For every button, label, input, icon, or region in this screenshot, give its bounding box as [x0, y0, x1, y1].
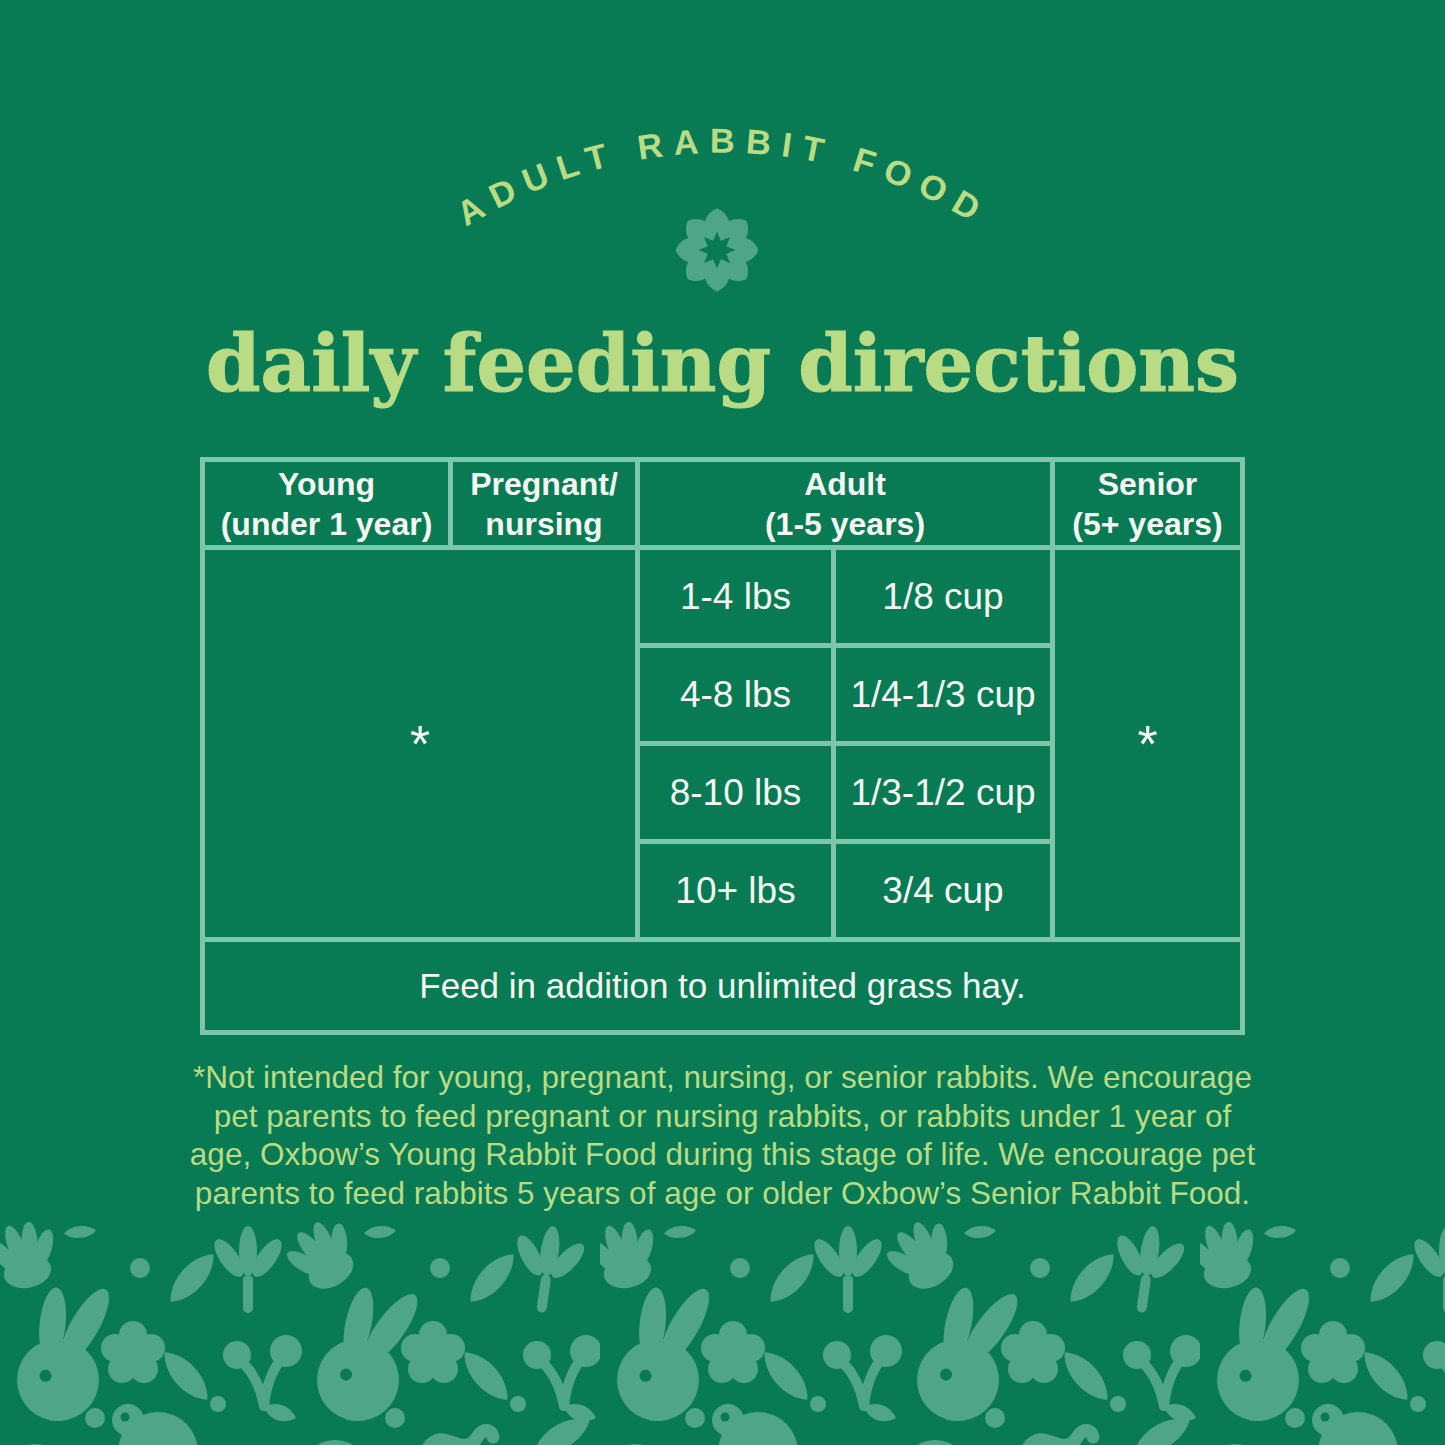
flower-icon — [671, 204, 763, 296]
label-page: { "colors":{ "background":"#087a54", "ac… — [0, 0, 1445, 1445]
adult-amount-cell: 3/4 cup — [836, 844, 1050, 937]
footnote-line: age, Oxbow’s Young Rabbit Food during th… — [0, 1135, 1445, 1174]
page-title: daily feeding directions — [0, 318, 1445, 409]
header-line: (under 1 year) — [221, 504, 433, 544]
footnote-line: *Not intended for young, pregnant, nursi… — [0, 1058, 1445, 1097]
column-header-pregnant: Pregnant/ nursing — [453, 462, 635, 545]
column-header-adult: Adult (1-5 years) — [640, 462, 1050, 545]
star-cutout — [699, 232, 736, 269]
footnote-line: pet parents to feed pregnant or nursing … — [0, 1097, 1445, 1136]
pattern-band — [0, 1218, 1445, 1445]
adult-weight-cell: 10+ lbs — [640, 844, 831, 937]
table-note: Feed in addition to unlimited grass hay. — [205, 942, 1240, 1030]
footnote-line: parents to feed rabbits 5 years of age o… — [0, 1174, 1445, 1213]
senior-cell: * — [1055, 550, 1240, 937]
header-line: Young — [278, 464, 375, 504]
header-line: Adult — [804, 464, 886, 504]
header-line: nursing — [485, 504, 602, 544]
adult-amount-cell: 1/4-1/3 cup — [836, 648, 1050, 741]
column-header-senior: Senior (5+ years) — [1055, 462, 1240, 545]
header-line: Senior — [1098, 464, 1198, 504]
feeding-table: Young (under 1 year) Pregnant/ nursing A… — [200, 457, 1245, 1035]
adult-weight-cell: 4-8 lbs — [640, 648, 831, 741]
column-header-young: Young (under 1 year) — [205, 462, 448, 545]
header-line: (1-5 years) — [765, 504, 925, 544]
header-line: Pregnant/ — [470, 464, 618, 504]
adult-amount-cell: 1/8 cup — [836, 550, 1050, 643]
footnote: *Not intended for young, pregnant, nursi… — [0, 1058, 1445, 1212]
adult-weight-cell: 8-10 lbs — [640, 746, 831, 839]
adult-weight-cell: 1-4 lbs — [640, 550, 831, 643]
young-pregnant-cell: * — [205, 550, 635, 937]
header-line: (5+ years) — [1072, 504, 1222, 544]
adult-amount-cell: 1/3-1/2 cup — [836, 746, 1050, 839]
